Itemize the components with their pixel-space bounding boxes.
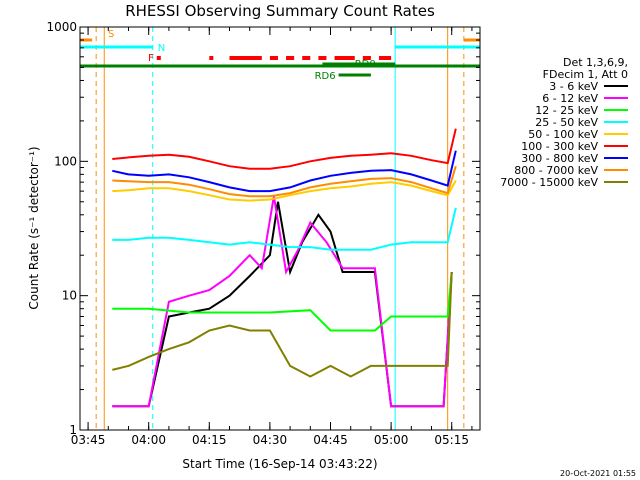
series-line [112, 150, 457, 193]
legend-entry: 300 - 800 keV [521, 152, 598, 165]
chart-title: RHESSI Observing Summary Count Rates [125, 2, 435, 20]
series-line [112, 271, 453, 378]
y-tick-label: 1 [69, 423, 77, 437]
flag-label: S [108, 29, 114, 40]
series-line [112, 128, 457, 170]
series-line [112, 180, 457, 202]
x-tick-label: 03:45 [71, 433, 106, 447]
series-line [112, 271, 453, 332]
legend-entry: 800 - 7000 keV [514, 164, 598, 177]
legend-entry: 3 - 6 keV [549, 80, 598, 93]
series-line [112, 196, 453, 408]
legend-header: FDecim 1, Att 0 [543, 68, 628, 81]
flag-label: RD6 [315, 71, 336, 82]
legend-entry: 7000 - 15000 keV [500, 176, 598, 189]
x-tick-label: 04:00 [131, 433, 166, 447]
legend-entry: 100 - 300 keV [521, 140, 598, 153]
flag-label: F [148, 53, 154, 64]
legend-entry: 12 - 25 keV [535, 104, 598, 117]
series-line [112, 201, 453, 408]
legend-entry: 25 - 50 keV [535, 116, 598, 129]
y-tick-label: 1000 [46, 20, 77, 34]
plot-frame [79, 26, 481, 431]
x-axis-label: Start Time (16-Sep-14 03:43:22) [182, 457, 377, 471]
series-group [112, 128, 457, 408]
x-tick-label: 05:15 [434, 433, 469, 447]
x-tick-label: 04:30 [253, 433, 288, 447]
x-axis: 03:45 04:00 04:15 04:30 04:45 05:00 05:15 [71, 27, 473, 447]
legend-header: Det 1,3,6,9, [563, 56, 628, 69]
series-line [112, 207, 457, 251]
x-tick-label: 04:15 [192, 433, 227, 447]
y-tick-label: 10 [62, 289, 77, 303]
status-flags: SNFRD0RD6 [80, 29, 480, 82]
legend-entry: 6 - 12 keV [542, 92, 598, 105]
x-tick-label: 05:00 [374, 433, 409, 447]
y-axis: 1 10 100 1000 [46, 20, 480, 437]
timestamp: 20-Oct-2021 01:55 [560, 469, 636, 478]
legend-entry: 50 - 100 keV [528, 128, 598, 141]
flag-label: N [158, 43, 165, 54]
series-line [112, 165, 457, 198]
y-tick-label: 100 [54, 154, 77, 168]
y-axis-label: Count Rate (s⁻¹ detector⁻¹) [27, 146, 41, 309]
x-tick-label: 04:45 [313, 433, 348, 447]
vertical-markers [95, 27, 465, 430]
